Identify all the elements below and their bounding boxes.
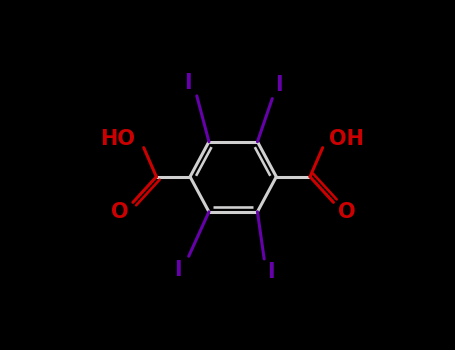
Text: I: I xyxy=(267,262,275,282)
Text: O: O xyxy=(111,202,128,222)
Text: OH: OH xyxy=(329,129,364,149)
Text: O: O xyxy=(338,202,355,222)
Text: I: I xyxy=(184,73,192,93)
Text: I: I xyxy=(174,260,182,280)
Text: HO: HO xyxy=(101,129,135,149)
Text: I: I xyxy=(275,75,282,95)
